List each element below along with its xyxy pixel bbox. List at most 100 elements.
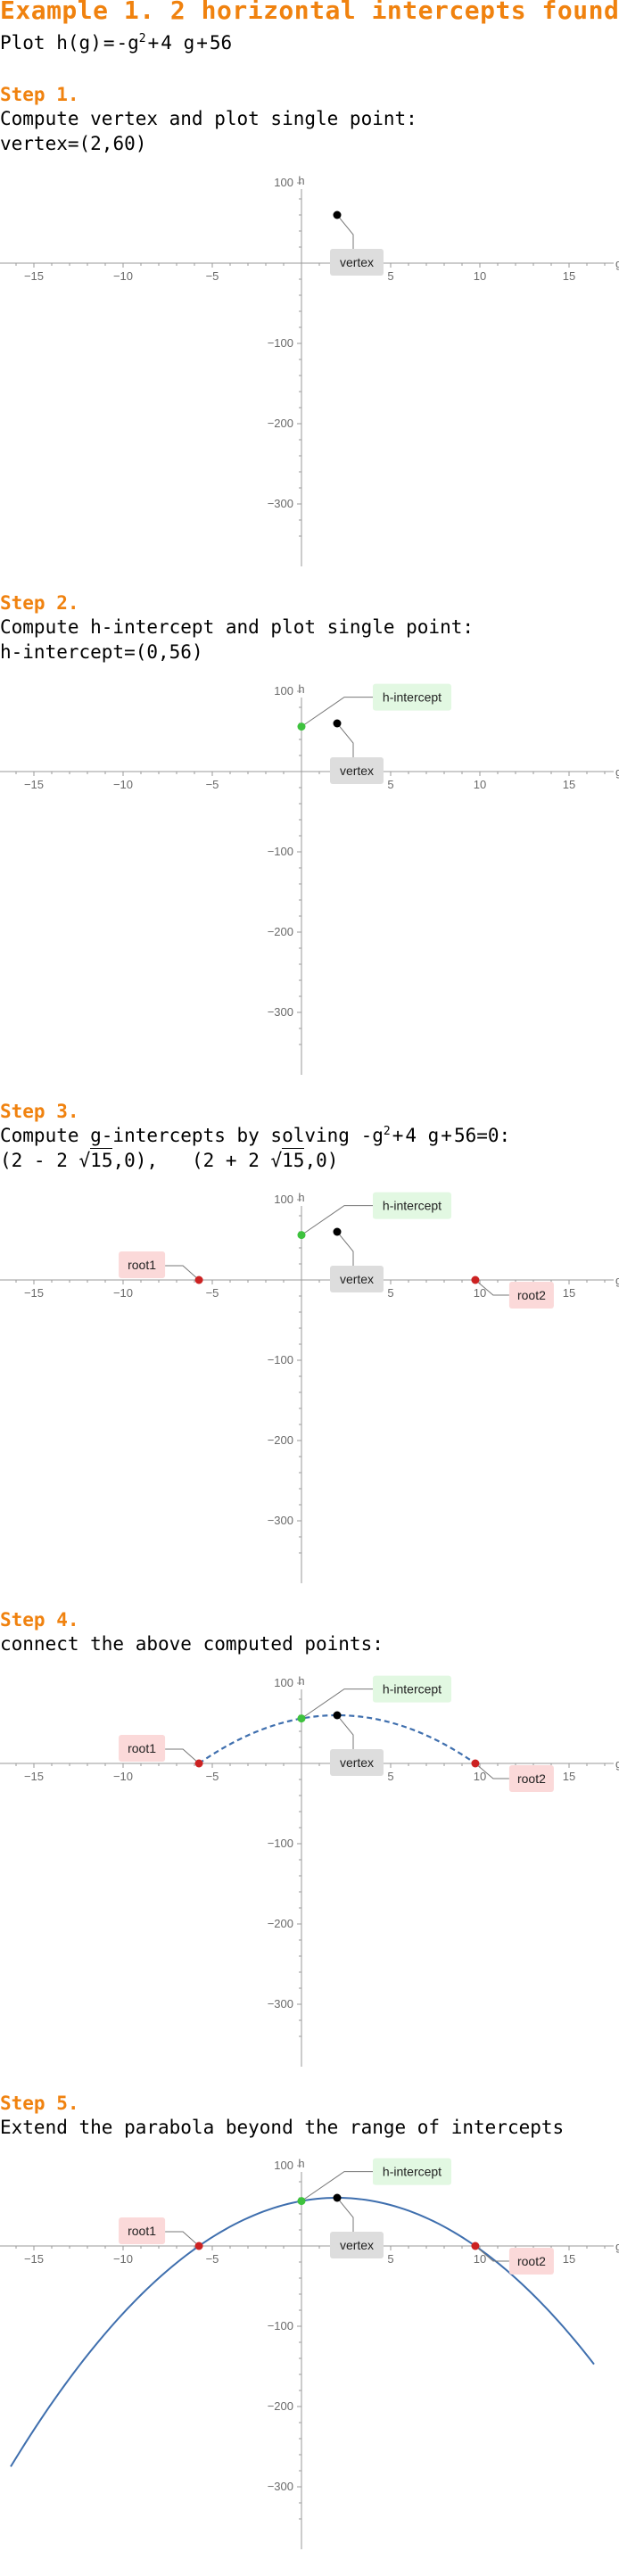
x-tick-label: 10 [474, 1286, 486, 1300]
step-1-name: vertex [0, 133, 68, 154]
x-tick-label: −5 [206, 1286, 219, 1300]
x-tick-label: 10 [474, 269, 486, 283]
y-tick-label: 100 [274, 2159, 293, 2172]
step-2-name: h-intercept [0, 641, 125, 663]
root2-label-box [508, 1765, 554, 1792]
step-3-equals: =0: [476, 1125, 511, 1146]
root2-radicand: 15 [282, 1148, 305, 1171]
h-intercept-point [297, 1714, 306, 1723]
h-intercept-leader [301, 1205, 373, 1236]
x-tick-label: 15 [563, 1770, 575, 1783]
intro-term1: -g [116, 32, 139, 54]
x-tick-label: −10 [113, 269, 133, 283]
y-tick-label: −200 [268, 2399, 293, 2413]
intro-line: Plot h(g)=-g2+4 g+56 [0, 32, 232, 54]
y-tick-label: 100 [274, 1676, 293, 1689]
plot-step-2: −15 −10 −5 5 10 15 100 −100 −200 −300 g h vertex h-in… [0, 682, 619, 1075]
vertex-leader [336, 1231, 354, 1266]
x-tick-label: 10 [474, 1770, 486, 1783]
vertex-point [333, 211, 342, 219]
y-tick-label: −300 [268, 2480, 293, 2493]
vertex-label-box [330, 1266, 384, 1292]
root1-label: root1 [128, 2224, 156, 2238]
root2-label: root2 [517, 1771, 546, 1786]
root1-label-box [119, 1251, 166, 1278]
vertex-label: vertex [340, 255, 374, 269]
step-1-line1: Compute vertex and plot single point: [0, 108, 417, 129]
root2-label-box [508, 2248, 554, 2275]
vertex-point [333, 2193, 342, 2202]
step-2-label: Step 2. [0, 592, 79, 614]
intro-prefix: Plot [0, 32, 57, 54]
x-tick-label: 10 [474, 2252, 486, 2266]
root2-leader [475, 2245, 509, 2262]
y-tick-label: −300 [268, 497, 293, 510]
x-tick-label: −15 [24, 1770, 44, 1783]
step-5: Step 5. Extend the parabola beyond the r… [0, 2092, 619, 2140]
y-tick-label: 100 [274, 1193, 293, 1206]
vertex-label-box [330, 1749, 384, 1776]
h-intercept-label-box [373, 1192, 451, 1219]
intro-coef: 4 [161, 32, 172, 54]
intro-lparen: ( [67, 32, 79, 54]
root1-label-box [119, 2217, 166, 2244]
x-tick-label: 5 [387, 1770, 393, 1783]
step-1-value: (2,60) [78, 133, 147, 154]
x-tick-label: −10 [113, 1770, 133, 1783]
h-intercept-leader [301, 2171, 373, 2202]
y-tick-label: −100 [268, 336, 293, 350]
intro-const: 56 [209, 32, 233, 54]
vertex-label-box [330, 2232, 384, 2258]
root2-leader [475, 1763, 509, 1779]
step-1-label: Step 1. [0, 84, 79, 105]
h-intercept-point [297, 722, 306, 731]
intro-func: h [56, 32, 68, 54]
y-axis-label: h [298, 682, 304, 696]
x-tick-label: −5 [206, 1770, 219, 1783]
vertex-label-box [330, 757, 384, 784]
page-title: Example 1. 2 horizontal intercepts found [0, 0, 619, 25]
root1-label-box [119, 1735, 166, 1762]
x-tick-label: −5 [206, 778, 219, 791]
root1-leader [165, 1748, 200, 1764]
vertex-label: vertex [340, 1755, 374, 1770]
step-2-value: (0,56) [135, 641, 203, 663]
y-tick-label: 100 [274, 176, 293, 189]
x-tick-label: 15 [563, 778, 575, 791]
y-tick-label: −100 [268, 1353, 293, 1366]
x-tick-label: 5 [387, 778, 393, 791]
y-tick-label: −300 [268, 1997, 293, 2010]
y-tick-label: −200 [268, 1433, 293, 1447]
step-4: Step 4. connect the above computed point… [0, 1608, 619, 1656]
root1-leader [165, 2231, 200, 2247]
x-tick-label: 5 [387, 269, 393, 283]
root1-point [194, 2242, 203, 2250]
h-intercept-leader [301, 1688, 373, 1720]
root1-label: root1 [128, 1258, 156, 1272]
x-tick-label: −15 [24, 778, 44, 791]
root2-sqrt: √ [270, 1150, 283, 1171]
vertex-point [333, 719, 342, 728]
y-axis-label: h [298, 1674, 304, 1688]
parabola-curve [198, 1713, 476, 1764]
y-tick-label: −100 [268, 845, 293, 858]
step-1: Step 1. Compute vertex and plot single p… [0, 83, 619, 156]
step-5-line1: Extend the parabola beyond the range of … [0, 2117, 565, 2138]
step-4-line1: connect the above computed points: [0, 1633, 384, 1655]
y-tick-label: −300 [268, 1514, 293, 1527]
y-axis-label: h [298, 2157, 304, 2170]
x-tick-label: −15 [24, 269, 44, 283]
y-tick-label: −300 [268, 1005, 293, 1019]
x-axis-label: g [615, 1274, 619, 1287]
root2-close: ,0) [304, 1150, 339, 1171]
root2-label-box [508, 1282, 554, 1309]
intro-plus1: + [147, 32, 160, 54]
x-axis-label: g [615, 1757, 619, 1771]
step-2: Step 2. Compute h-intercept and plot sin… [0, 591, 619, 665]
root2-point [471, 1276, 480, 1284]
step-2-line2: h-intercept=(0,56) [0, 640, 619, 665]
x-tick-label: 15 [563, 1286, 575, 1300]
step-3-plus1: + [392, 1125, 404, 1146]
root2-point [471, 1759, 480, 1768]
x-tick-label: 15 [563, 269, 575, 283]
